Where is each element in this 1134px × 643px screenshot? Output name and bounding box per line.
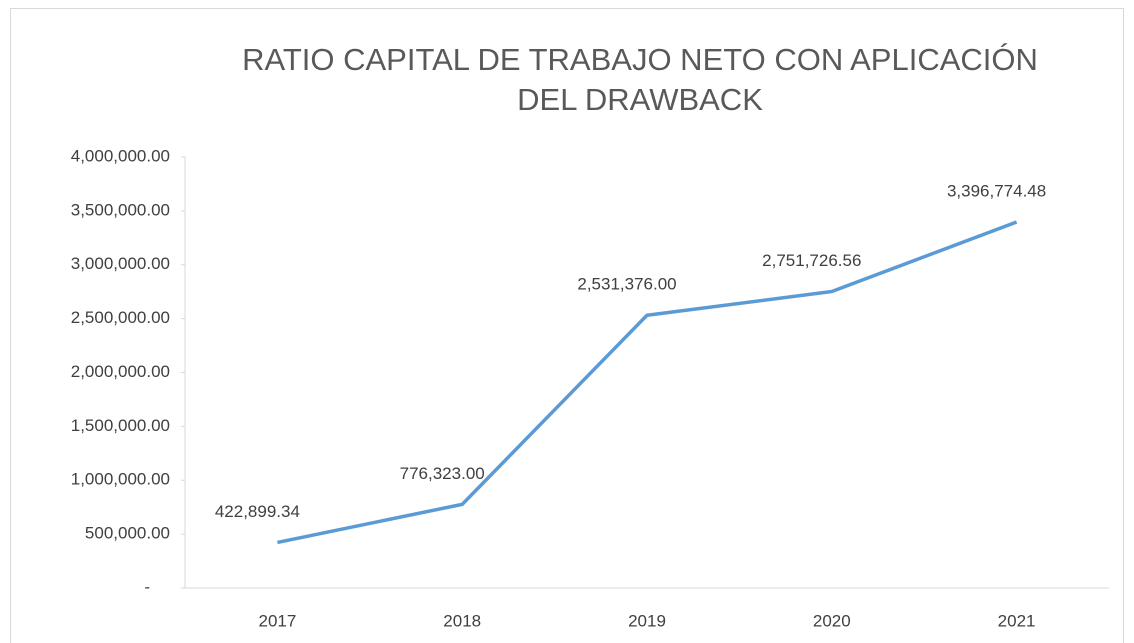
y-tick-label: 1,000,000.00 xyxy=(71,470,170,489)
data-label: 3,396,774.48 xyxy=(947,181,1046,200)
data-label: 2,751,726.56 xyxy=(762,251,861,270)
y-tick-label: 3,500,000.00 xyxy=(71,200,170,219)
x-tick-label: 2018 xyxy=(443,611,481,630)
y-tick-label: 3,000,000.00 xyxy=(71,254,170,273)
y-tick-label: 2,000,000.00 xyxy=(71,362,170,381)
chart-frame xyxy=(10,8,1124,643)
x-tick-label: 2017 xyxy=(258,611,296,630)
data-label: 2,531,376.00 xyxy=(577,275,676,294)
x-tick-label: 2020 xyxy=(813,611,851,630)
data-label: 776,323.00 xyxy=(400,464,485,483)
y-tick-label: 4,000,000.00 xyxy=(71,146,170,165)
x-tick-label: 2021 xyxy=(998,611,1036,630)
y-tick-label: - xyxy=(144,577,150,596)
y-tick-label: 1,500,000.00 xyxy=(71,416,170,435)
data-label: 422,899.34 xyxy=(215,502,300,521)
chart-title: RATIO CAPITAL DE TRABAJO NETO CON APLICA… xyxy=(242,42,1038,117)
x-tick-label: 2019 xyxy=(628,611,666,630)
line-series xyxy=(277,220,1018,545)
y-tick-label: 500,000.00 xyxy=(85,524,170,543)
y-tick-label: 2,500,000.00 xyxy=(71,308,170,327)
